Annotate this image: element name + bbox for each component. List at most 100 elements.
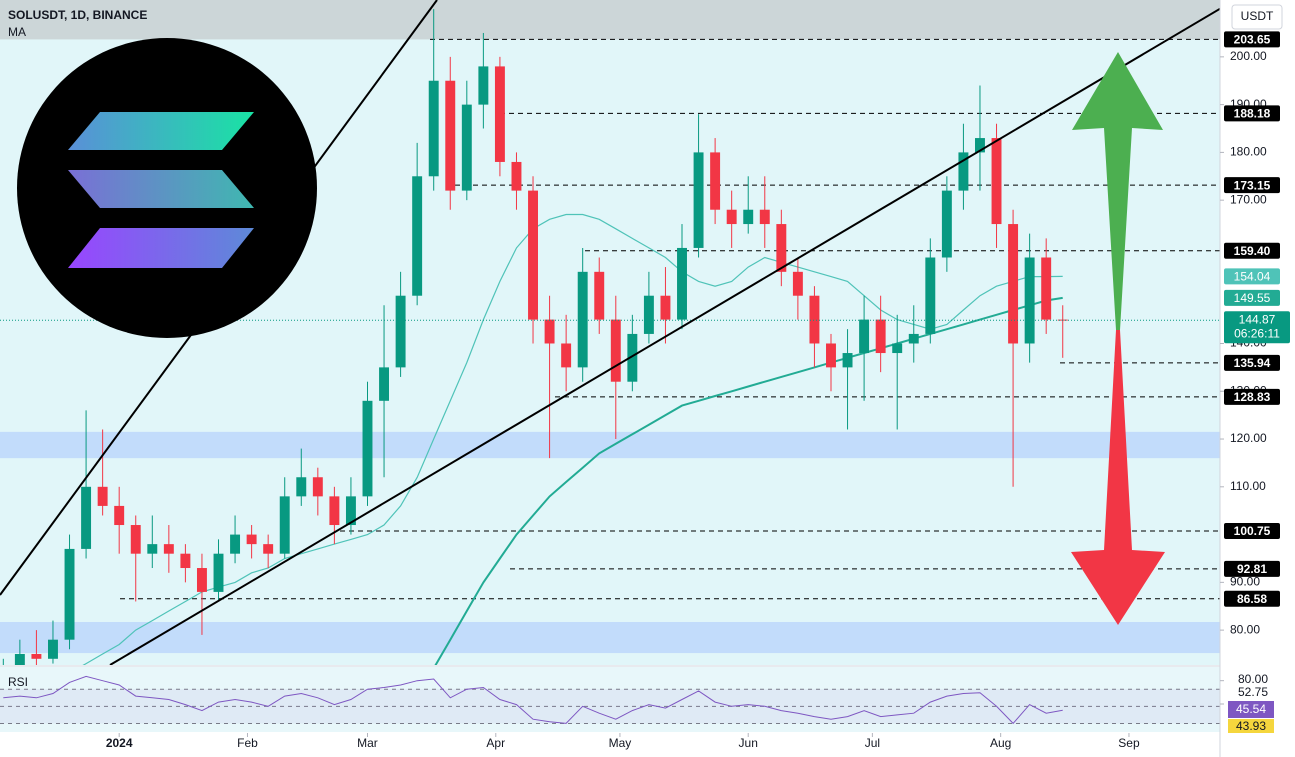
candle-body — [478, 66, 489, 105]
candle-body — [610, 319, 621, 382]
candle-body — [677, 247, 687, 320]
level-label-box — [1224, 590, 1280, 607]
ma-label-box — [1224, 289, 1280, 306]
candle-body — [809, 295, 820, 344]
x-tick-label: Jul — [865, 736, 880, 750]
candle-body — [279, 496, 290, 554]
last-price-box — [1224, 311, 1290, 344]
level-label-box — [1224, 177, 1280, 194]
rsi-value-label: 45.54 — [1236, 702, 1266, 716]
ma-label: 149.55 — [1234, 291, 1271, 305]
support-zone — [0, 431, 1220, 459]
candle-body — [246, 534, 257, 545]
rsi-tick-label: 80.00 — [1238, 672, 1268, 686]
candle-body — [743, 209, 754, 225]
level-label-box — [1224, 354, 1280, 371]
candle-body — [528, 190, 538, 320]
rsi-band — [0, 689, 1220, 724]
candle-body — [461, 104, 472, 191]
y-tick-label: 120.00 — [1230, 431, 1267, 445]
candle-body — [842, 353, 853, 368]
indicator: MA — [8, 25, 26, 39]
rsi-value-box — [1228, 701, 1274, 718]
candle-body — [147, 544, 158, 554]
candle-body — [263, 544, 274, 554]
solana-logo — [17, 38, 317, 338]
candle-body — [81, 486, 92, 549]
candle-body — [412, 176, 423, 296]
candle-body — [64, 548, 75, 640]
level-label: 203.65 — [1234, 33, 1271, 47]
candle-body — [643, 295, 654, 334]
candle-body — [693, 152, 704, 248]
level-label-box — [1224, 242, 1280, 259]
moving-average — [434, 296, 1063, 665]
candle-body — [991, 138, 1002, 225]
candle-body — [1008, 224, 1019, 344]
candle-body — [577, 271, 588, 368]
symbol: SOLUSDT, 1D, BINANCE — [8, 8, 147, 22]
ma-label-box — [1224, 268, 1280, 285]
candle-body — [710, 152, 721, 210]
y-tick-label: 200.00 — [1230, 49, 1267, 63]
level-label-box — [1224, 31, 1280, 48]
level-label: 188.18 — [1234, 106, 1271, 120]
candle-body — [975, 138, 985, 153]
support-zone — [0, 622, 1220, 654]
level-label: 173.15 — [1234, 178, 1271, 192]
x-tick-label: Feb — [237, 736, 258, 750]
candle-body — [445, 80, 456, 191]
candle-body — [379, 367, 390, 401]
candle-body — [660, 295, 671, 320]
down-arrow — [1071, 330, 1165, 625]
x-tick-label: May — [609, 736, 632, 750]
candle-body — [792, 271, 803, 296]
candle-body — [627, 333, 638, 382]
candle-body — [312, 477, 323, 497]
level-label: 86.58 — [1237, 592, 1267, 606]
up-arrow — [1072, 52, 1163, 330]
candle-body — [726, 209, 737, 225]
candle-body — [511, 161, 522, 191]
candle-body — [14, 654, 25, 665]
candle-body — [130, 525, 141, 554]
rsi-ma-label: 43.93 — [1236, 719, 1266, 733]
candle-body — [329, 496, 340, 526]
y-tick-label: 180.00 — [1230, 145, 1267, 159]
candle-body — [561, 343, 572, 368]
candle-body — [97, 486, 108, 506]
candle-body — [1041, 257, 1052, 320]
rsi-line — [3, 675, 1063, 725]
candle-body — [494, 66, 505, 162]
rsi-tick-label: 52.75 — [1238, 685, 1268, 699]
candle-body — [48, 639, 58, 659]
currency-box[interactable] — [1231, 4, 1283, 30]
level-label-box — [1224, 388, 1280, 405]
upper-zone — [0, 0, 1220, 40]
currency[interactable]: USDT — [1241, 9, 1274, 23]
candle-body — [859, 319, 870, 354]
x-tick-label: Aug — [990, 736, 1011, 750]
candle-body — [345, 496, 356, 526]
candle-body — [892, 343, 903, 354]
candle-body — [230, 534, 241, 554]
level-label: 159.40 — [1234, 244, 1271, 258]
candle-body — [826, 343, 836, 368]
candle-body — [428, 80, 439, 177]
y-tick-label: 170.00 — [1230, 192, 1267, 206]
last-price-label: 144.87 — [1239, 312, 1276, 326]
level-label-box — [1224, 522, 1280, 539]
ma-label: 154.04 — [1234, 270, 1271, 284]
rsi-ma-box — [1228, 719, 1274, 733]
candle-body — [296, 477, 307, 497]
candle-body — [31, 654, 42, 659]
x-tick-label: Mar — [357, 736, 378, 750]
candle-body — [213, 553, 224, 592]
candle-body — [941, 190, 952, 258]
candle-body — [544, 319, 555, 344]
y-tick-label: 90.00 — [1230, 575, 1260, 589]
candle-body — [594, 271, 605, 320]
candle-body — [180, 553, 191, 569]
candle-body — [925, 257, 936, 334]
